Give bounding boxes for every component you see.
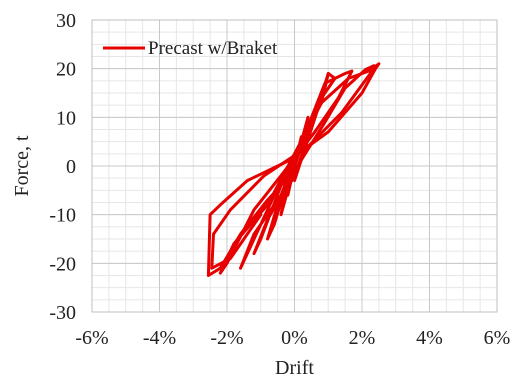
x-tick-label: 0% [281,327,308,349]
x-tick-label: 4% [416,327,443,349]
series-line-segment [210,64,376,270]
y-tick-label: 10 [56,107,76,129]
x-tick-label: 2% [349,327,376,349]
x-tick-label: -2% [210,327,243,349]
y-tick-label: -20 [49,253,76,275]
y-tick-label: -30 [49,302,76,324]
y-tick-label: -10 [49,205,76,227]
series-layer [206,62,381,277]
y-tick-label: 20 [56,59,76,81]
plot-frame [91,19,498,313]
x-tick-label: 6% [484,327,511,349]
x-tick-label: -6% [75,327,108,349]
y-tick-label: 30 [56,10,76,32]
legend: Precast w/Braket [103,38,278,59]
y-axis-title: Force, t [11,135,33,197]
x-axis-title: Drift [275,357,314,379]
axes: -6% -4% -2% 0% 2% 4% 6% -30 -20 -10 0 10 20 30 Drift Fo… [11,10,510,379]
y-tick-label: 0 [66,156,76,178]
legend-label: Precast w/Braket [148,38,278,59]
x-tick-label: -4% [143,327,176,349]
